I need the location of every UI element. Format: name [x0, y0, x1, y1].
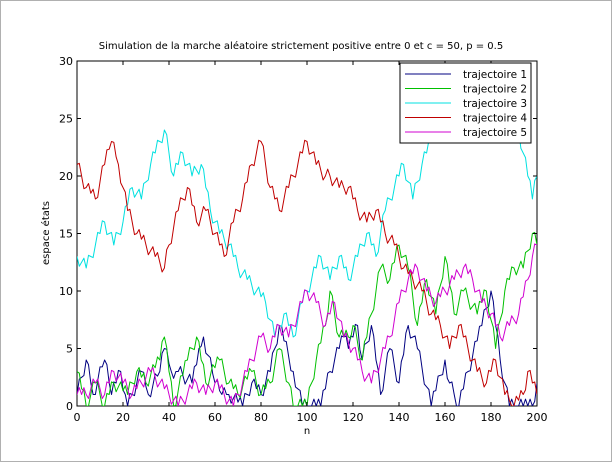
y-tick-label: 10	[59, 285, 73, 298]
x-axis-label: n	[304, 426, 310, 437]
x-tick-label: 80	[254, 411, 268, 424]
x-axis: 0 20 40 60 80 100 120 140 160 180 200	[74, 61, 548, 424]
x-tick-label: 20	[116, 411, 130, 424]
x-tick-label: 120	[343, 411, 364, 424]
y-tick-label: 25	[59, 113, 73, 126]
y-axis: 0 5 10 15 20 25 30	[59, 55, 537, 413]
x-tick-label: 200	[527, 411, 548, 424]
legend-label-1: trajectoire 1	[463, 69, 527, 81]
legend-label-4: trajectoire 4	[463, 113, 527, 125]
x-tick-label: 0	[74, 411, 81, 424]
y-tick-label: 15	[59, 228, 73, 241]
series-line-4	[77, 139, 537, 406]
y-axis-label: espace états	[40, 201, 52, 265]
y-tick-label: 30	[59, 55, 73, 68]
x-tick-label: 60	[208, 411, 222, 424]
x-tick-label: 180	[481, 411, 502, 424]
legend-label-5: trajectoire 5	[463, 127, 527, 139]
x-tick-label: 140	[389, 411, 410, 424]
y-tick-label: 5	[66, 343, 73, 356]
legend-label-3: trajectoire 3	[463, 98, 527, 110]
series-line-1	[77, 290, 537, 406]
legend: trajectoire 1 trajectoire 2 trajectoire 3 t…	[399, 62, 532, 144]
y-tick-label: 20	[59, 170, 73, 183]
series-line-2	[77, 231, 537, 406]
x-tick-label: 40	[162, 411, 176, 424]
y-tick-label: 0	[66, 400, 73, 413]
legend-label-2: trajectoire 2	[463, 84, 527, 96]
x-tick-label: 160	[435, 411, 456, 424]
x-tick-label: 100	[297, 411, 318, 424]
series-line-5	[77, 243, 537, 406]
chart-title: Simulation de la marche aléatoire strict…	[99, 40, 503, 52]
